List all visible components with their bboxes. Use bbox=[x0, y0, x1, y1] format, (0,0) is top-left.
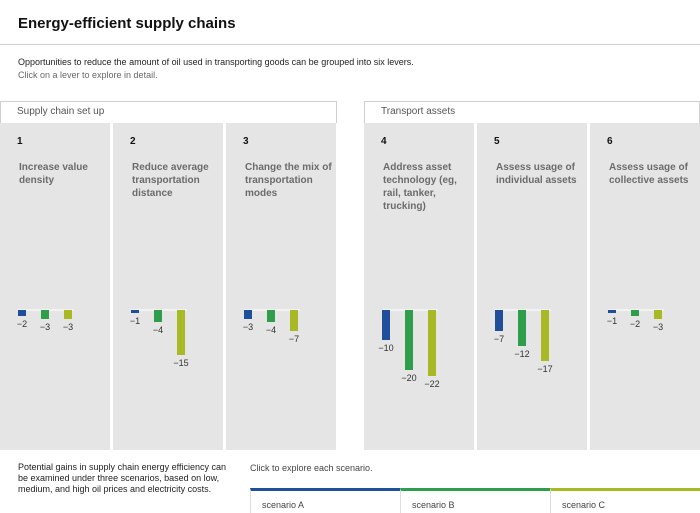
value-label-lever-2-scenario-b: −4 bbox=[152, 325, 164, 335]
lever-label: Assess usage of individual assets bbox=[496, 162, 577, 186]
lever-number: 5 bbox=[494, 136, 500, 147]
lever-number: 2 bbox=[130, 136, 136, 147]
lever-label: Assess usage of collective assets bbox=[609, 162, 689, 186]
lever-bar-chart bbox=[131, 309, 187, 355]
scenario-c-label: scenario C bbox=[562, 500, 606, 510]
value-label-lever-6-scenario-b: −2 bbox=[629, 319, 641, 329]
scenario-a-tab[interactable]: scenario A bbox=[250, 488, 400, 513]
lever-bar-chart bbox=[382, 309, 438, 376]
lever-hint: Click on a lever to explore in detail. bbox=[18, 70, 158, 80]
lever-6[interactable]: 6 Assess usage of collective assets −1 −2 −3 bbox=[590, 123, 700, 450]
value-label-lever-1-scenario-c: −3 bbox=[62, 322, 74, 332]
value-label-lever-2-scenario-a: −1 bbox=[129, 316, 141, 326]
bar-lever-1-scenario-a bbox=[18, 310, 26, 316]
bar-lever-3-scenario-a bbox=[244, 310, 252, 319]
value-label-lever-3-scenario-a: −3 bbox=[242, 322, 254, 332]
bar-lever-3-scenario-b bbox=[267, 310, 275, 322]
value-label-lever-4-scenario-c: −22 bbox=[424, 379, 440, 389]
value-label-lever-5-scenario-c: −17 bbox=[537, 364, 553, 374]
group-transport-assets: Transport assets bbox=[364, 101, 700, 123]
header-divider bbox=[0, 44, 700, 45]
lever-number: 1 bbox=[17, 136, 23, 147]
lever-3[interactable]: 3 Change the mix of transportation modes −… bbox=[226, 123, 336, 450]
value-label-lever-6-scenario-c: −3 bbox=[652, 322, 664, 332]
value-label-lever-2-scenario-c: −15 bbox=[173, 358, 189, 368]
bar-lever-5-scenario-c bbox=[541, 310, 549, 361]
lever-1[interactable]: 1 Increase value density −2 −3 −3 bbox=[0, 123, 110, 450]
lever-number: 6 bbox=[607, 136, 613, 147]
lever-number: 4 bbox=[381, 136, 387, 147]
bar-lever-5-scenario-a bbox=[495, 310, 503, 331]
lever-bar-chart bbox=[244, 309, 300, 331]
bar-lever-6-scenario-c bbox=[654, 310, 662, 319]
bar-lever-4-scenario-a bbox=[382, 310, 390, 340]
value-label-lever-3-scenario-c: −7 bbox=[288, 334, 300, 344]
value-label-lever-5-scenario-a: −7 bbox=[493, 334, 505, 344]
bar-lever-5-scenario-b bbox=[518, 310, 526, 346]
bar-lever-2-scenario-c bbox=[177, 310, 185, 355]
lever-number: 3 bbox=[243, 136, 249, 147]
lever-2[interactable]: 2 Reduce average transportation distance −… bbox=[113, 123, 223, 450]
bar-lever-2-scenario-b bbox=[154, 310, 162, 322]
page-title: Energy-efficient supply chains bbox=[18, 15, 236, 32]
scenario-c-tab[interactable]: scenario C bbox=[550, 488, 700, 513]
lever-label: Change the mix of transportation modes bbox=[245, 162, 332, 199]
bar-lever-3-scenario-c bbox=[290, 310, 298, 331]
scenario-b-tab[interactable]: scenario B bbox=[400, 488, 550, 513]
value-label-lever-6-scenario-a: −1 bbox=[606, 316, 618, 326]
group-supply-chain-set-up: Supply chain set up bbox=[0, 101, 337, 123]
value-label-lever-4-scenario-a: −10 bbox=[378, 343, 394, 353]
bar-lever-6-scenario-b bbox=[631, 310, 639, 316]
value-label-lever-1-scenario-b: −3 bbox=[39, 322, 51, 332]
lever-5[interactable]: 5 Assess usage of individual assets −7 −12−… bbox=[477, 123, 587, 450]
bar-lever-4-scenario-c bbox=[428, 310, 436, 376]
scenario-b-label: scenario B bbox=[412, 500, 455, 510]
intro-text: Opportunities to reduce the amount of oi… bbox=[18, 57, 414, 67]
bar-lever-6-scenario-a bbox=[608, 310, 616, 313]
scenario-hint: Click to explore each scenario. bbox=[250, 463, 373, 473]
bar-lever-1-scenario-c bbox=[64, 310, 72, 319]
lever-bar-chart bbox=[608, 309, 664, 319]
lever-bar-chart bbox=[18, 309, 74, 319]
lever-bar-chart bbox=[495, 309, 551, 361]
lever-label: Increase value density bbox=[19, 162, 88, 186]
value-label-lever-3-scenario-b: −4 bbox=[265, 325, 277, 335]
value-label-lever-1-scenario-a: −2 bbox=[16, 319, 28, 329]
lever-4[interactable]: 4 Address asset technology (eg, rail, tan… bbox=[364, 123, 474, 450]
value-label-lever-4-scenario-b: −20 bbox=[401, 373, 417, 383]
value-label-lever-5-scenario-b: −12 bbox=[514, 349, 530, 359]
bar-lever-1-scenario-b bbox=[41, 310, 49, 319]
bar-lever-4-scenario-b bbox=[405, 310, 413, 370]
lever-label: Reduce average transportation distance bbox=[132, 162, 209, 199]
scenario-a-label: scenario A bbox=[262, 500, 305, 510]
bar-lever-2-scenario-a bbox=[131, 310, 139, 313]
lever-label: Address asset technology (eg, rail, tank… bbox=[383, 162, 457, 212]
scenario-footnote: Potential gains in supply chain energy e… bbox=[18, 462, 226, 494]
